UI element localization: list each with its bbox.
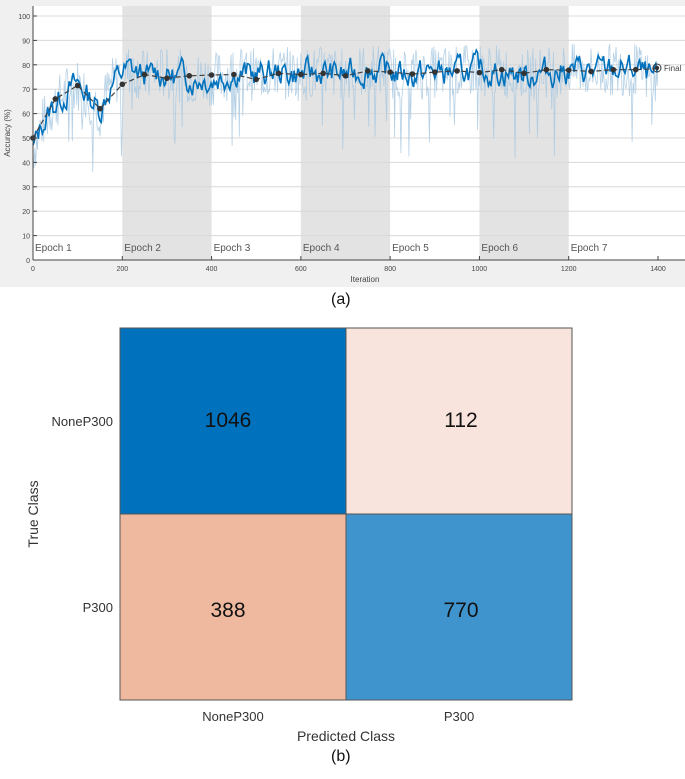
x-tick-label: 200 xyxy=(116,266,128,273)
x-tick-label: 600 xyxy=(295,266,307,273)
final-ring-icon xyxy=(652,63,662,73)
validation-point xyxy=(320,70,326,77)
validation-point xyxy=(632,66,639,73)
validation-point xyxy=(521,70,527,77)
row-label-nonep300: NoneP300 xyxy=(52,414,113,429)
col-labels: NoneP300 P300 xyxy=(202,709,474,724)
final-label: Final xyxy=(664,64,682,73)
x-axis-label: Iteration xyxy=(351,275,380,284)
validation-point xyxy=(52,96,59,102)
epoch-label: Epoch 6 xyxy=(481,243,518,254)
final-marker: Final xyxy=(652,63,682,73)
validation-point xyxy=(431,69,438,75)
validation-point xyxy=(543,66,550,73)
y-tick-label: 10 xyxy=(22,234,30,241)
epoch-label: Epoch 5 xyxy=(392,243,429,254)
cell-p300-p300 xyxy=(345,513,573,701)
epoch-label: Epoch 7 xyxy=(571,243,608,254)
row-labels: NoneP300 P300 xyxy=(52,414,113,615)
x-tick-label: 400 xyxy=(206,266,218,273)
validation-point xyxy=(387,69,393,75)
validation-point xyxy=(588,68,594,75)
epoch-label: Epoch 4 xyxy=(303,243,340,254)
epoch-shade xyxy=(479,6,569,260)
cell-value: 1046 xyxy=(205,409,252,432)
cell-value: 388 xyxy=(210,599,245,622)
x-axis-label: Predicted Class xyxy=(297,728,395,744)
col-label-nonep300: NoneP300 xyxy=(202,709,263,724)
col-label-p300: P300 xyxy=(444,709,474,724)
validation-point xyxy=(298,71,304,78)
x-tick-label: 800 xyxy=(384,266,396,273)
validation-markers xyxy=(30,66,639,141)
x-tick-label: 1000 xyxy=(472,266,488,273)
validation-point xyxy=(275,70,282,77)
training-accuracy-plot: 0 10 20 30 40 50 60 70 80 90 100 0 200 400 600 800 1000… xyxy=(0,0,685,287)
y-tick-label: 20 xyxy=(22,209,30,216)
x-tick-label: 0 xyxy=(31,266,35,273)
cell-nonep300-nonep300 xyxy=(119,327,347,515)
confusion-matrix: 1046 112 388 770 NoneP300 P300 NoneP300 … xyxy=(25,327,573,744)
training-progress-panel: 0 10 20 30 40 50 60 70 80 90 100 0 200 400 600 800 1000… xyxy=(0,0,685,308)
cell-value: 112 xyxy=(444,409,477,432)
validation-point xyxy=(610,66,617,73)
y-tick-label: 80 xyxy=(22,63,30,70)
y-tick-label: 40 xyxy=(22,160,30,167)
validation-point xyxy=(231,71,237,78)
validation-point xyxy=(476,69,483,76)
epoch-labels: Epoch 1 Epoch 2 Epoch 3 Epoch 4 Epoch 5 Epoch… xyxy=(35,243,608,254)
validation-point xyxy=(74,82,81,89)
validation-point xyxy=(365,68,371,74)
y-tick-label: 70 xyxy=(22,87,30,94)
validation-point xyxy=(498,66,505,73)
y-tick-label: 50 xyxy=(22,136,30,143)
validation-point xyxy=(208,72,215,78)
validation-point xyxy=(565,67,572,73)
y-tick-label: 0 xyxy=(26,258,30,265)
epoch-label: Epoch 2 xyxy=(124,243,161,254)
validation-point xyxy=(454,68,460,74)
cell-p300-nonep300 xyxy=(119,513,347,701)
y-tick-label: 60 xyxy=(22,112,30,119)
validation-point xyxy=(186,72,193,79)
validation-point xyxy=(164,75,170,82)
validation-point xyxy=(141,71,148,78)
epoch-shading xyxy=(122,6,569,260)
matrix-cells xyxy=(119,327,573,701)
caption-a: (a) xyxy=(331,291,351,308)
x-tick-label: 1200 xyxy=(561,266,577,273)
confusion-matrix-panel: 1046 112 388 770 NoneP300 P300 NoneP300 … xyxy=(0,300,685,774)
epoch-label: Epoch 3 xyxy=(214,243,251,254)
cell-values: 1046 112 388 770 xyxy=(205,409,479,622)
cell-nonep300-p300 xyxy=(345,327,573,515)
validation-point xyxy=(253,76,260,83)
epoch-shade xyxy=(122,6,212,260)
y-axis-label: True Class xyxy=(25,480,41,547)
validation-point xyxy=(409,71,416,77)
epoch-shade xyxy=(300,6,391,260)
x-axis-ticks: 0 200 400 600 800 1000 1200 1400 xyxy=(31,256,666,273)
y-axis-ticks: 0 10 20 30 40 50 60 70 80 90 100 xyxy=(18,14,37,265)
validation-point xyxy=(119,81,126,88)
epoch-label: Epoch 1 xyxy=(35,243,72,254)
y-axis-label: Accuracy (%) xyxy=(3,109,12,157)
row-label-p300: P300 xyxy=(83,600,113,615)
validation-point xyxy=(342,72,349,79)
final-dot-icon xyxy=(654,65,660,71)
validation-point xyxy=(97,105,103,112)
y-tick-label: 90 xyxy=(22,38,30,45)
x-tick-label: 1400 xyxy=(650,266,666,273)
cell-value: 770 xyxy=(443,599,478,622)
y-tick-label: 100 xyxy=(18,14,30,21)
caption-b: (b) xyxy=(331,748,351,765)
y-tick-label: 30 xyxy=(22,185,30,192)
